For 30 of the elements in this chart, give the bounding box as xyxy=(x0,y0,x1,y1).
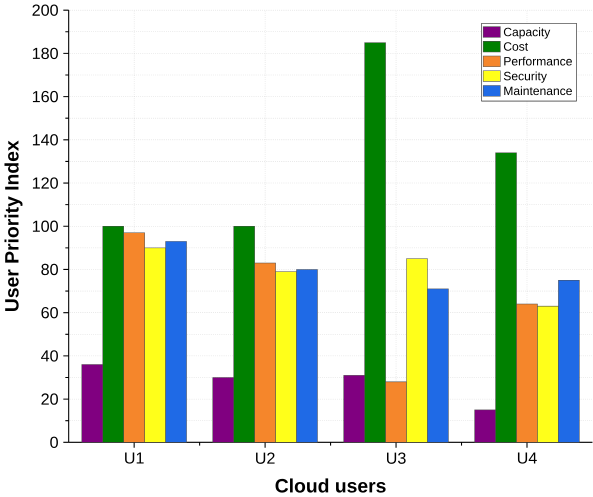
y-tick-label: 200 xyxy=(32,4,58,16)
y-tick-label: 180 xyxy=(32,48,58,60)
bar xyxy=(537,306,559,442)
y-tick-label: 40 xyxy=(41,350,58,362)
legend-label: Security xyxy=(504,71,547,83)
y-tick-label: 0 xyxy=(50,436,58,448)
bar xyxy=(275,271,297,442)
x-tick-label: U1 xyxy=(125,452,144,464)
legend-label: Performance xyxy=(504,56,572,66)
y-tick-label: 100 xyxy=(32,220,58,232)
legend-label: Cost xyxy=(504,42,528,51)
y-tick-label: 60 xyxy=(41,306,58,318)
y-tick-label: 80 xyxy=(41,264,58,276)
y-tick-label: 160 xyxy=(32,90,58,102)
legend-label: Maintenance xyxy=(504,86,572,96)
x-tick-label: U3 xyxy=(386,452,406,464)
legend-label: Capacity xyxy=(504,27,550,39)
bar xyxy=(212,377,234,442)
y-tick-label: 120 xyxy=(32,177,58,189)
x-tick-label: U4 xyxy=(518,452,537,464)
x-axis-title: Cloud users xyxy=(276,478,386,493)
y-tick-label: 140 xyxy=(32,134,58,146)
bar xyxy=(82,364,103,442)
bar xyxy=(406,258,428,442)
bar xyxy=(343,375,365,442)
x-tick-label: U2 xyxy=(256,452,275,464)
bar xyxy=(144,248,166,442)
y-axis-title: User Priority Index xyxy=(4,140,22,311)
bar xyxy=(474,410,496,442)
y-tick-label: 20 xyxy=(41,393,58,405)
